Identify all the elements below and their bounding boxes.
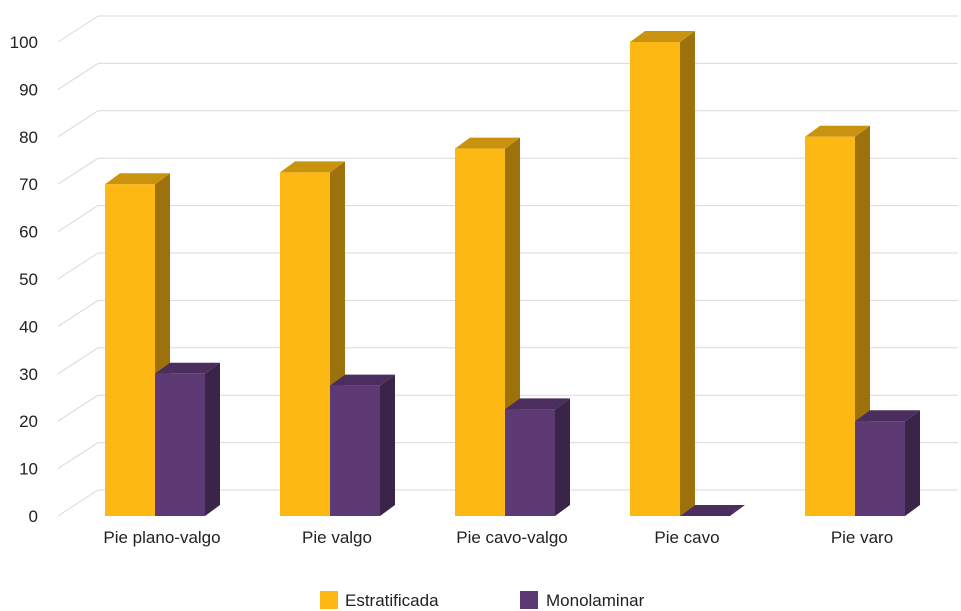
bar-estratificada-2	[280, 161, 345, 516]
gridline-diagonal	[57, 489, 99, 517]
bar-monolaminar-4	[680, 505, 745, 516]
bar-top	[280, 161, 345, 173]
bar-top	[805, 125, 870, 137]
bar-front	[805, 136, 855, 517]
bar-side	[205, 362, 220, 516]
bar-monolaminar-2	[330, 374, 395, 516]
bar-side	[905, 410, 920, 516]
y-tick-label: 80	[19, 128, 38, 147]
bar-front	[630, 42, 680, 516]
y-tick-label: 0	[29, 507, 38, 526]
legend: Estratificada Monolaminar	[320, 591, 645, 610]
gridline-diagonal	[57, 442, 99, 470]
bar-estratificada-4	[630, 31, 695, 516]
legend-swatch-estratificada	[320, 591, 338, 609]
legend-label-estratificada: Estratificada	[345, 591, 439, 610]
bar-top	[855, 410, 920, 422]
bar-monolaminar-1	[155, 362, 220, 516]
bar-top	[505, 398, 570, 410]
y-tick-label: 70	[19, 175, 38, 194]
y-tick-label: 30	[19, 365, 38, 384]
x-tick-label: Pie plano-valgo	[103, 528, 220, 547]
gridline-diagonal	[57, 157, 99, 185]
x-tick-label: Pie cavo-valgo	[456, 528, 568, 547]
bar-side	[555, 398, 570, 516]
bar-top	[330, 374, 395, 386]
bar-monolaminar-3	[505, 398, 570, 516]
gridline-diagonal	[57, 62, 99, 90]
bar-side	[380, 374, 395, 516]
bar-top	[155, 362, 220, 374]
x-tick-label: Pie valgo	[302, 528, 372, 547]
x-tick-label: Pie cavo	[654, 528, 719, 547]
gridline-diagonal	[57, 252, 99, 280]
bar-front	[105, 184, 155, 516]
gridline-diagonal	[57, 205, 99, 233]
gridline-diagonal	[57, 299, 99, 327]
bar-top	[455, 137, 520, 149]
y-tick-label: 100	[10, 33, 38, 52]
gridline-diagonal	[57, 110, 99, 138]
bar-top	[105, 173, 170, 185]
bar-front	[330, 385, 380, 516]
y-tick-label: 60	[19, 223, 38, 242]
x-tick-label: Pie varo	[831, 528, 893, 547]
bar-front	[855, 421, 905, 516]
bars	[105, 31, 920, 517]
y-tick-label: 90	[19, 80, 38, 99]
gridline-diagonal	[57, 394, 99, 422]
bar-front	[505, 409, 555, 516]
y-axis: 0 10 20 30 40 50 60 70 80 90 100	[10, 33, 38, 526]
x-axis: Pie plano-valgo Pie valgo Pie cavo-valgo Pi…	[103, 528, 893, 547]
bar-front	[155, 373, 205, 516]
gridline-diagonal	[57, 15, 99, 43]
bar-front	[455, 148, 505, 516]
y-tick-label: 20	[19, 412, 38, 431]
gridline-diagonal	[57, 347, 99, 375]
bar-top	[630, 31, 695, 42]
y-tick-label: 50	[19, 270, 38, 289]
legend-label-monolaminar: Monolaminar	[546, 591, 645, 610]
y-tick-label: 10	[19, 460, 38, 479]
bar-top	[680, 505, 745, 516]
bar-front	[280, 172, 330, 516]
y-tick-label: 40	[19, 317, 38, 336]
legend-swatch-monolaminar	[520, 591, 538, 609]
bar-side	[680, 31, 695, 516]
bar-monolaminar-5	[855, 410, 920, 516]
